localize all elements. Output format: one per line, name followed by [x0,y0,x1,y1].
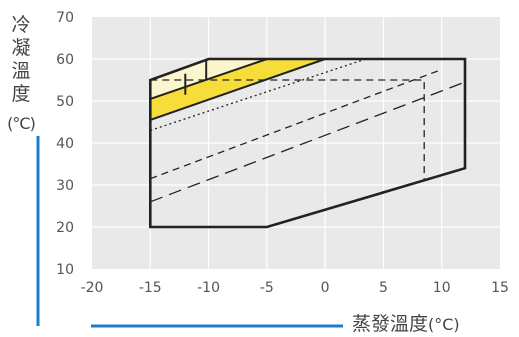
plot-area: 10 20 30 40 50 60 70 -20 -15 -10 -5 0 5 10 15 [36,10,509,328]
x-tick-label: 5 [379,280,388,296]
y-tick-label: 50 [56,94,74,110]
y-tick-label: 40 [56,136,74,152]
x-tick-label: 0 [321,280,330,296]
y-tick-label: 60 [56,52,74,68]
y-axis-label-char: 冷 [11,14,31,36]
series-line [150,79,425,181]
x-tick-label: -5 [260,280,274,296]
y-axis-label: 冷 凝 溫 度 (°C) [0,14,42,135]
series-line [149,58,326,121]
series-line [150,81,466,203]
operating-envelope [149,57,467,229]
x-tick-label: -15 [139,280,162,296]
x-tick-label: 15 [491,280,509,296]
y-tick-label: 30 [56,178,74,194]
x-axis-unit: (°C) [428,315,460,334]
series-line [150,68,442,180]
y-axis-unit: (°C) [7,114,36,133]
y-axis-label-char: 度 [11,83,31,105]
x-tick-label: 10 [433,280,451,296]
y-axis-label-char: 凝 [11,37,31,59]
x-axis-label: 蒸發溫度(°C) [352,309,460,336]
y-tick-label: 10 [56,262,74,278]
x-tick-label: -10 [197,280,220,296]
series-line [149,58,268,100]
y-tick-label: 20 [56,220,74,236]
y-axis-label-char: 溫 [11,60,31,82]
y-tick-label: 70 [56,10,74,26]
x-axis-label-text: 蒸發溫度 [352,313,429,335]
x-tick-label: -20 [81,280,104,296]
